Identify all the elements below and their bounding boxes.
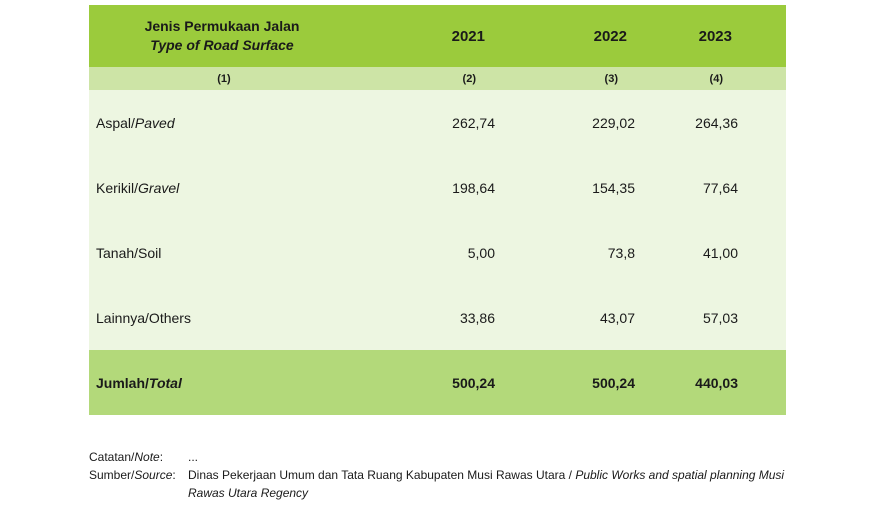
cell-value: 57,03 [702,309,738,326]
column-number-row: (1) (2) (3) (4) [89,67,786,90]
total-label: Jumlah/Total [89,375,359,391]
row-label-id: Kerikil/ [96,179,139,196]
row-label-en: Paved [134,114,175,131]
table-row-others: Lainnya/Others 33,86 43,07 57,03 [89,285,786,350]
cell-value: 73,8 [607,244,635,261]
row-label-id: Aspal/ [96,114,135,131]
total-label-en: Total [148,374,182,391]
row-label: Aspal/Paved [89,115,359,131]
column-number: (2) [462,72,476,85]
column-number: (3) [604,72,618,85]
road-surface-table: Jenis Permukaan Jalan Type of Road Surfa… [89,5,786,415]
row-label: Kerikil/Gravel [89,180,359,196]
total-value: 500,24 [452,374,495,391]
row-label-id: Lainnya/Others [96,309,191,326]
cell-value: 33,86 [459,309,495,326]
header-label-en: Type of Road Surface [150,37,294,53]
source-value-en: Public Works and spatial planning Musi R… [188,468,785,500]
source-colon: : [172,468,176,482]
column-number: (4) [709,72,723,85]
note-label-id: Catatan/ [89,450,135,464]
cell-value: 154,35 [592,179,635,196]
cell-value: 41,00 [702,244,738,261]
row-label: Lainnya/Others [89,310,359,326]
table-row-paved: Aspal/Paved 262,74 229,02 264,36 [89,90,786,155]
cell-value: 229,02 [592,114,635,131]
column-number: (1) [217,72,231,85]
table-notes: Catatan/Note: ... Sumber/Source: Dinas P… [89,448,789,502]
cell-value: 77,64 [702,179,738,196]
row-label-en: Gravel [138,179,180,196]
source-value-id: Dinas Pekerjaan Umum dan Tata Ruang Kabu… [188,468,576,482]
note-colon: : [159,450,164,464]
source-line: Sumber/Source: Dinas Pekerjaan Umum dan … [89,466,789,502]
row-label: Tanah/Soil [89,245,359,261]
cell-value: 262,74 [452,114,495,131]
total-value: 500,24 [592,374,635,391]
table-row-total: Jumlah/Total 500,24 500,24 440,03 [89,350,786,415]
source-value: Dinas Pekerjaan Umum dan Tata Ruang Kabu… [188,466,789,502]
cell-value: 264,36 [695,114,738,131]
note-label-en: Note [134,450,160,464]
source-label-en: Source [134,468,173,482]
table-header-row: Jenis Permukaan Jalan Type of Road Surfa… [89,5,786,67]
cell-value: 43,07 [599,309,635,326]
note-label: Catatan/Note: [89,448,188,466]
header-year-2021: 2021 [451,27,485,45]
row-label-id: Tanah/Soil [96,244,162,261]
source-label-id: Sumber/ [89,468,135,482]
total-label-id: Jumlah/ [96,374,149,391]
header-road-surface-type: Jenis Permukaan Jalan Type of Road Surfa… [89,17,359,55]
table-row-soil: Tanah/Soil 5,00 73,8 41,00 [89,220,786,285]
note-value: ... [188,450,199,464]
header-label-id: Jenis Permukaan Jalan [144,18,300,34]
cell-value: 5,00 [467,244,495,261]
total-value: 440,03 [695,374,738,391]
table-row-gravel: Kerikil/Gravel 198,64 154,35 77,64 [89,155,786,220]
cell-value: 198,64 [452,179,495,196]
header-year-2022: 2022 [593,27,627,45]
header-year-2023: 2023 [698,27,732,45]
source-label: Sumber/Source: [89,466,188,502]
note-line: Catatan/Note: ... [89,448,789,466]
